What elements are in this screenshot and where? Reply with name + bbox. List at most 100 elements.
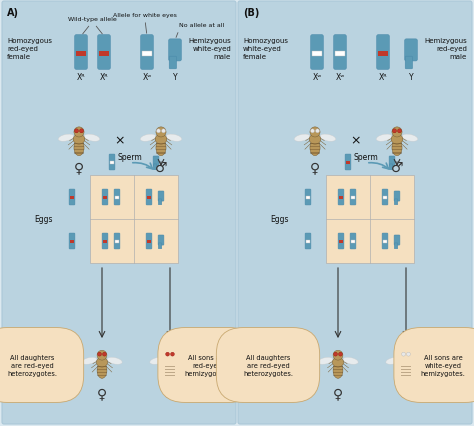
FancyBboxPatch shape xyxy=(2,2,236,424)
Ellipse shape xyxy=(392,141,402,156)
Ellipse shape xyxy=(74,141,84,156)
Bar xyxy=(339,197,343,199)
Text: Xʷ: Xʷ xyxy=(312,73,321,82)
FancyBboxPatch shape xyxy=(310,36,323,70)
Bar xyxy=(98,366,107,367)
Bar xyxy=(346,162,350,164)
Text: Xʷ: Xʷ xyxy=(143,73,152,82)
Text: Xᴿ: Xᴿ xyxy=(77,73,85,82)
Bar xyxy=(156,150,166,151)
Bar xyxy=(103,241,107,243)
Bar xyxy=(165,375,174,376)
Ellipse shape xyxy=(386,357,401,364)
FancyBboxPatch shape xyxy=(75,36,87,70)
Bar xyxy=(383,241,387,243)
FancyBboxPatch shape xyxy=(102,233,108,249)
Bar xyxy=(351,241,355,243)
Bar xyxy=(165,366,174,367)
Ellipse shape xyxy=(391,135,403,145)
FancyBboxPatch shape xyxy=(389,164,392,170)
Circle shape xyxy=(171,352,174,356)
Bar xyxy=(312,52,322,57)
Circle shape xyxy=(80,130,83,133)
Bar xyxy=(378,52,388,57)
Bar xyxy=(392,147,401,148)
FancyBboxPatch shape xyxy=(141,36,153,70)
FancyBboxPatch shape xyxy=(338,233,344,249)
Circle shape xyxy=(333,351,343,360)
Circle shape xyxy=(74,127,84,138)
Text: Eggs: Eggs xyxy=(35,215,53,224)
Text: All sons are
white-eyed
hemizygotes.: All sons are white-eyed hemizygotes. xyxy=(420,354,465,376)
Ellipse shape xyxy=(156,141,166,156)
Circle shape xyxy=(401,351,411,360)
Text: Xᴿ: Xᴿ xyxy=(100,73,109,82)
FancyBboxPatch shape xyxy=(377,36,389,70)
Bar xyxy=(98,372,107,373)
Bar xyxy=(333,372,343,373)
Circle shape xyxy=(407,352,410,356)
Text: No allele at all: No allele at all xyxy=(179,23,224,28)
Ellipse shape xyxy=(376,135,392,142)
Ellipse shape xyxy=(318,357,333,364)
Bar xyxy=(70,197,74,199)
Ellipse shape xyxy=(166,135,182,142)
Circle shape xyxy=(316,130,319,133)
Bar xyxy=(310,153,319,154)
Bar xyxy=(74,153,84,154)
Text: ♀: ♀ xyxy=(310,161,320,175)
FancyBboxPatch shape xyxy=(114,190,120,205)
Bar xyxy=(392,153,401,154)
FancyBboxPatch shape xyxy=(394,192,400,201)
Bar xyxy=(98,369,107,370)
Circle shape xyxy=(156,127,166,138)
Ellipse shape xyxy=(294,135,310,142)
Text: ♀: ♀ xyxy=(97,386,107,400)
FancyBboxPatch shape xyxy=(109,155,115,170)
Ellipse shape xyxy=(155,135,167,145)
Ellipse shape xyxy=(332,357,344,367)
FancyBboxPatch shape xyxy=(334,36,346,70)
Text: Allele for white eyes: Allele for white eyes xyxy=(113,13,177,18)
Bar xyxy=(333,369,343,370)
Ellipse shape xyxy=(411,357,426,364)
FancyBboxPatch shape xyxy=(405,40,417,62)
FancyBboxPatch shape xyxy=(394,236,400,245)
Ellipse shape xyxy=(402,135,418,142)
Bar xyxy=(326,176,414,263)
Bar xyxy=(156,153,166,154)
Text: Homozygous
white-eyed
female: Homozygous white-eyed female xyxy=(243,38,288,60)
Text: All daughters
are red-eyed
heterozygotes.: All daughters are red-eyed heterozygotes… xyxy=(7,354,57,376)
Text: Sperm: Sperm xyxy=(354,153,378,161)
Circle shape xyxy=(401,352,406,356)
FancyBboxPatch shape xyxy=(114,233,120,249)
Ellipse shape xyxy=(165,363,175,378)
Text: Sperm: Sperm xyxy=(118,153,142,161)
Text: Hemizygous
red-eyed
male: Hemizygous red-eyed male xyxy=(424,38,467,60)
Bar xyxy=(147,197,151,199)
FancyBboxPatch shape xyxy=(350,190,356,205)
FancyBboxPatch shape xyxy=(169,57,176,69)
Bar xyxy=(90,176,178,263)
Text: ♂: ♂ xyxy=(164,386,176,400)
Bar xyxy=(333,375,343,376)
FancyBboxPatch shape xyxy=(338,190,344,205)
Ellipse shape xyxy=(58,135,74,142)
FancyBboxPatch shape xyxy=(98,36,110,70)
Circle shape xyxy=(310,130,314,133)
FancyBboxPatch shape xyxy=(158,199,162,205)
Ellipse shape xyxy=(309,135,321,145)
Bar xyxy=(99,52,109,57)
Bar xyxy=(156,147,166,148)
Text: Xᴿ: Xᴿ xyxy=(379,73,387,82)
Bar xyxy=(306,241,310,243)
FancyBboxPatch shape xyxy=(405,57,412,69)
FancyBboxPatch shape xyxy=(158,243,162,249)
Text: Eggs: Eggs xyxy=(271,215,289,224)
Bar xyxy=(310,150,319,151)
FancyBboxPatch shape xyxy=(382,190,388,205)
Bar xyxy=(335,52,345,57)
Text: A): A) xyxy=(7,8,19,18)
Text: Homozygous
red-eyed
female: Homozygous red-eyed female xyxy=(7,38,52,60)
Circle shape xyxy=(97,351,107,360)
